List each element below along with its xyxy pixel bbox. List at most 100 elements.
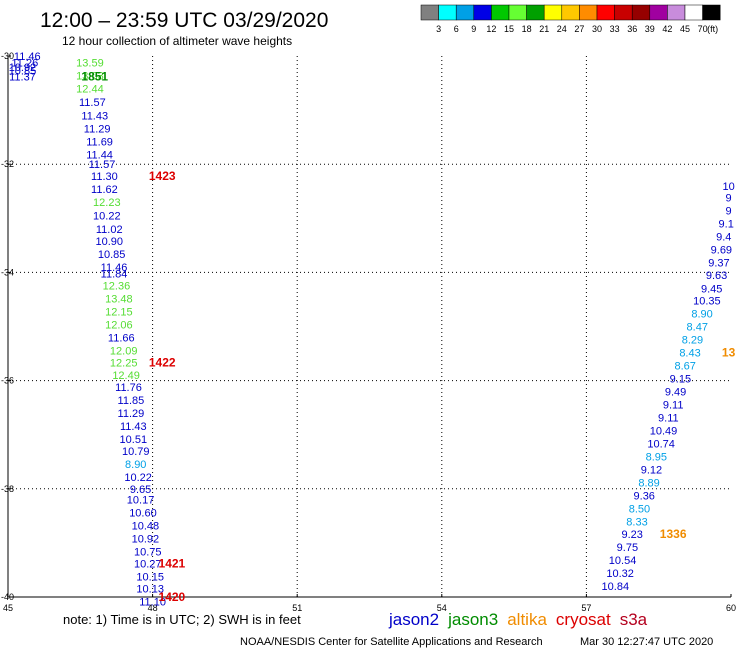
wave-height-value: 8.29 [682,334,703,346]
wave-height-value: 10.92 [9,62,37,74]
wave-height-value: 8.47 [687,322,708,334]
wave-height-value: 10.54 [609,555,637,567]
y-tick-label: -30 [1,51,14,61]
wave-height-value: 8.90 [691,309,712,321]
wave-height-value: 9.15 [670,373,691,385]
wave-height-value: 11.46 [14,51,41,63]
color-key-label: 36 [627,24,637,34]
wave-height-value: 12.15 [105,306,133,318]
satellite-name-cryosat: cryosat [556,610,611,629]
color-key: 3 6 9 12 15 18 21 24 27 30 33 36 39 42 45 70 (ft) [420,4,721,34]
color-key-swatch [438,4,457,21]
wave-height-value: 9.49 [665,386,686,398]
wave-height-value: 11.57 [79,97,106,109]
wave-height-value: 10.92 [132,534,160,546]
wave-height-value: 9.11 [658,412,679,424]
color-key-label: 70 [698,24,708,34]
wave-height-value: 10.60 [129,508,157,520]
wave-height-value: 9.45 [701,284,722,296]
wave-height-value: 9.11 [663,399,684,411]
satellite-name-jason2: jason2 [388,610,439,629]
wave-height-value: 11.44 [86,149,113,161]
wave-height-value: 9.1 [719,219,734,231]
wave-height-value: 9.69 [711,245,732,257]
satellite-name-s3a: s3a [620,610,648,629]
pass-time-label: 1851 [81,70,108,84]
wave-height-value: 10.75 [134,547,162,559]
color-key-swatch [473,4,492,21]
wave-height-value: 8.67 [674,360,695,372]
y-tick-label: -34 [1,267,14,277]
wave-height-value: 8.33 [626,516,647,528]
wave-height-value: 12.44 [76,83,104,95]
data-points: 11.4611.2610.9210.8511.3713.5913.0312.44… [9,51,735,608]
wave-height-value: 13.59 [76,57,104,69]
y-tick-label: -36 [1,376,14,386]
axes: 45 48 51 54 57 60 -30 -32 -34 -36 -38 -40 [1,51,736,613]
satellite-name-jason3: jason3 [447,610,498,629]
pass-time-label: 1422 [149,356,176,370]
y-tick-label: -32 [1,159,14,169]
wave-height-value: 11.30 [91,171,118,183]
color-key-label: 42 [662,24,672,34]
pass-time-label: 1423 [149,169,176,183]
wave-height-value: 13.48 [105,293,133,305]
wave-height-value: 10.32 [606,568,634,580]
x-tick-label: 51 [292,603,302,613]
color-key-swatch [631,4,651,21]
color-key-label: 9 [471,24,476,34]
wave-height-value: 8.50 [629,503,650,515]
x-tick-label: 54 [437,603,447,613]
wave-height-value: 9.63 [706,270,727,282]
color-key-swatch [649,4,668,21]
wave-height-value: 11.26 [12,57,39,69]
wave-height-value: 10.49 [650,425,678,437]
color-key-label: 12 [486,24,496,34]
wave-height-value: 8.43 [679,347,700,359]
chart-title: 12:00 – 23:59 UTC 03/29/2020 [40,9,328,32]
wave-height-value: 8.89 [638,477,659,489]
pass-time-label: 13 [722,345,736,359]
wave-height-value: 10.27 [134,558,162,570]
color-key-swatch [561,4,580,21]
pass-time-label: 1421 [159,556,186,570]
color-key-swatch [508,4,527,21]
wave-height-value: 10.15 [136,571,164,583]
wave-height-value: 9 [726,193,732,205]
color-key-label: 27 [574,24,584,34]
wave-height-value: 8.90 [125,459,146,471]
wave-height-value: 11.85 [118,395,145,407]
wave-height-value: 11.29 [84,123,111,135]
pass-time-label: 1420 [159,590,186,604]
wave-height-value: 10.79 [122,446,150,458]
wave-height-value: 9.23 [621,529,642,541]
wave-height-value: 9 [726,206,732,218]
wave-height-value: 10.85 [98,249,126,261]
color-key-swatch [596,4,615,21]
color-key-swatch [579,4,598,21]
color-key-swatch [420,4,439,21]
wave-height-value: 9.12 [641,464,662,476]
wave-height-value: 11.43 [120,421,147,433]
wave-height-value: 11.84 [101,268,128,280]
color-key-label: 15 [504,24,514,34]
wave-height-value: 10.51 [120,434,148,446]
color-key-label: 39 [645,24,655,34]
color-key-label: 21 [539,24,549,34]
y-tick-label: -38 [1,484,14,494]
wave-height-value: 12.23 [93,197,121,209]
pass-time-label: 1336 [660,527,687,541]
color-key-swatch [526,4,545,21]
chart-subtitle: 12 hour collection of altimeter wave hei… [62,34,292,48]
color-key-swatch [667,4,686,21]
timestamp-text: Mar 30 12:27:47 UTC 2020 [580,636,713,648]
x-tick-label: 48 [148,603,158,613]
time-labels: 1851 1423 1422 1421 1420 1336 13 [81,70,735,604]
wave-height-value: 13.03 [76,70,104,82]
wave-height-value: 10.84 [602,581,630,593]
wave-height-value: 10.48 [132,521,160,533]
wave-height-value: 11.69 [86,136,113,148]
color-key-swatch [684,4,703,21]
wave-height-value: 10.22 [93,211,121,223]
wave-height-value: 8.95 [646,451,667,463]
